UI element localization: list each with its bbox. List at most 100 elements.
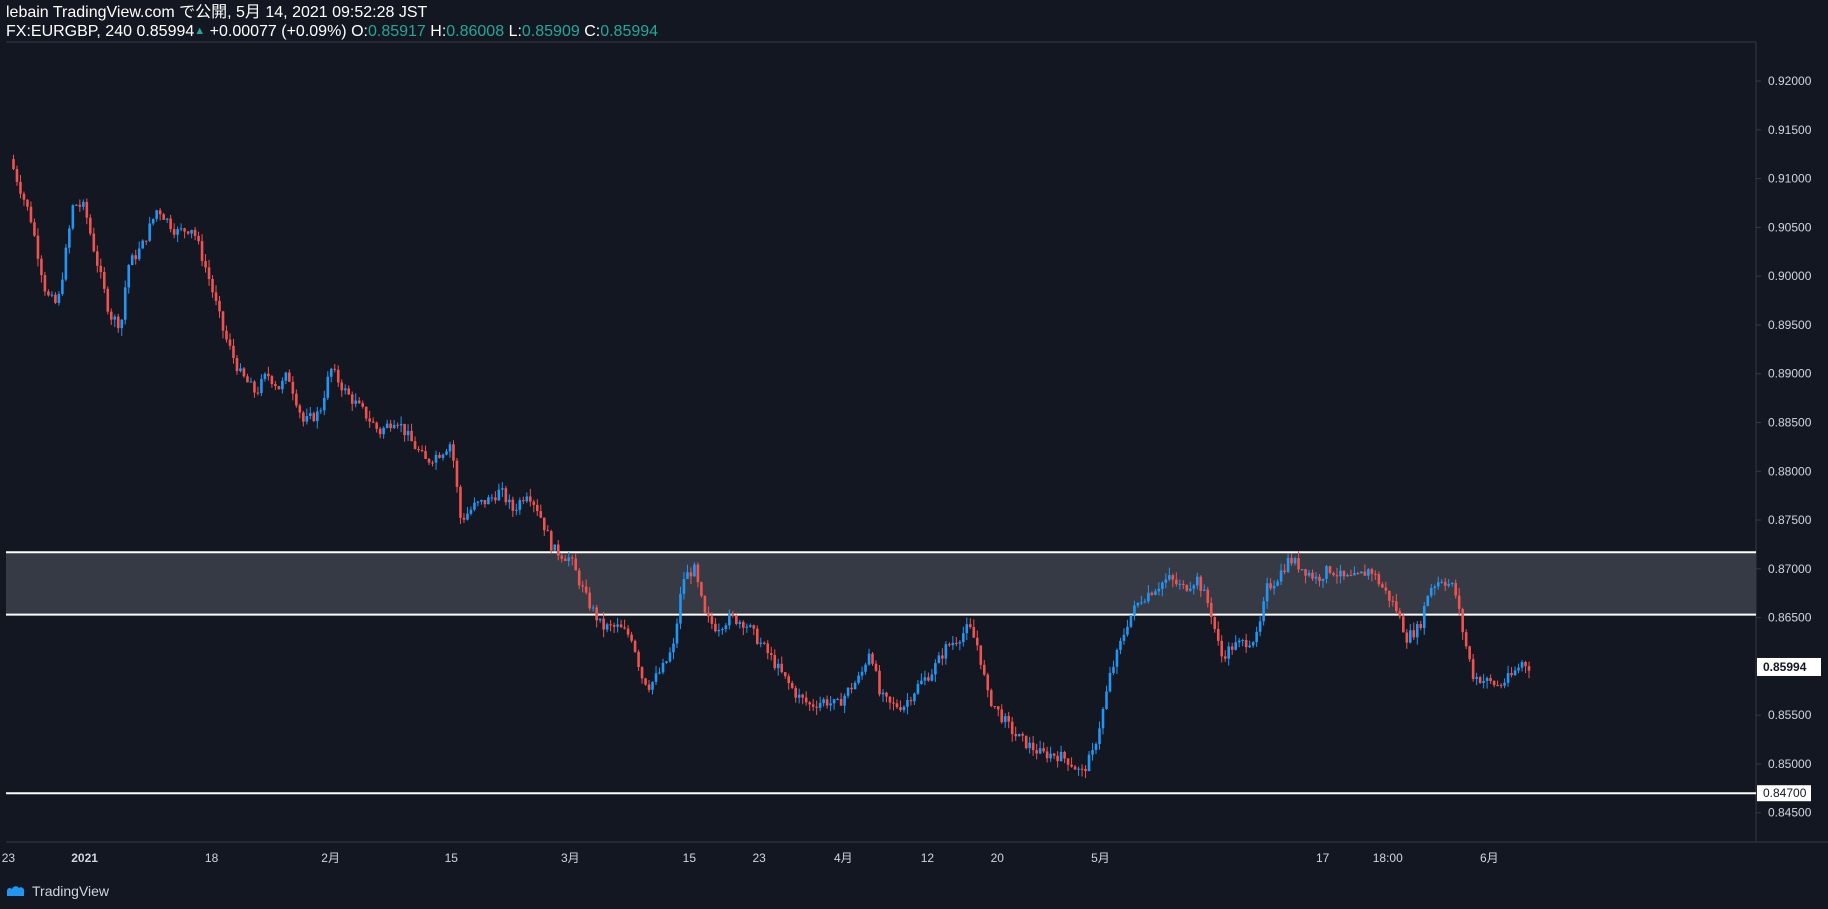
candle-body [242,368,246,377]
low-value: 0.85909 [521,23,580,40]
candle-body [1157,588,1161,592]
brand-label[interactable]: TradingView [32,883,110,899]
candle-body [930,674,934,681]
candle-body [1258,621,1262,632]
candle-body [1311,572,1314,579]
candle-body [438,454,441,458]
symbol-label[interactable]: FX:EURGBP, 240 [6,23,132,40]
candle-body [972,627,976,638]
candle-body [630,634,633,641]
candle-body [441,454,445,458]
candle-body [1506,673,1510,683]
open-value: 0.85917 [367,23,426,40]
candle-body [19,181,22,194]
candle-body [406,430,410,436]
candle-body [975,637,979,646]
candle-body [899,707,902,711]
candle-body [1422,606,1426,628]
candle-body [1524,662,1527,667]
price-tick-label: 0.90000 [1768,269,1812,283]
candle-body [1419,624,1423,628]
price-axis[interactable]: 0.92000 0.91500 0.91000 0.90500 0.90000 0.895… [1756,74,1812,820]
candle-body [85,201,89,218]
price-labels: 0.85994 0.84700 [1757,657,1821,802]
candle-body [881,692,885,695]
candle-body [595,607,598,621]
candle-body [1349,574,1353,576]
candle-body [703,595,707,613]
candle-body [1220,640,1224,657]
candle-body [532,501,536,505]
price-tick-label: 0.90500 [1768,220,1812,234]
candle-body [710,616,714,624]
candle-body [494,497,497,501]
candle-body [172,229,176,235]
candle-body [116,316,120,329]
candle-body [560,555,564,559]
candle-body [735,615,738,624]
candle-body [197,235,200,242]
candle-body [1464,632,1468,647]
candle-body [717,629,721,632]
candle-body [211,278,214,293]
candle-body [26,199,29,207]
candle-body [82,201,85,207]
time-tick-label: 18:00 [1373,851,1403,865]
candle-body [1388,590,1391,601]
candle-body [1199,576,1203,591]
candle-body [1402,616,1405,633]
candle-body [403,423,406,436]
candle-body [724,625,728,630]
candle-body [742,621,745,628]
candle-body [839,699,843,706]
candle-body [368,418,371,422]
candle-body [1209,602,1213,618]
candle-body [780,663,784,673]
candle-body [490,497,494,499]
candle-body [1182,583,1185,586]
candle-body [867,653,871,665]
candle-body [1482,680,1485,683]
candle-body [1269,583,1272,589]
candle-body [235,357,239,372]
candle-body [1216,628,1220,641]
high-value: 0.86008 [446,23,505,40]
high-label: H: [430,23,447,40]
candle-body [1454,583,1457,596]
candle-body [577,570,581,586]
time-tick-label: 15 [683,851,697,865]
candle-body [1443,581,1447,586]
candle-body [1164,579,1168,583]
candle-body [1391,600,1395,602]
candle-body [825,699,829,706]
candle-body [647,684,651,690]
candle-body [958,642,962,644]
candle-body [801,694,804,698]
candle-body [96,251,99,266]
candle-body [969,624,972,628]
price-tick-label: 0.85500 [1768,708,1812,722]
candle-body [200,241,204,262]
price-tick-label: 0.89000 [1768,367,1812,381]
candle-body [542,517,546,531]
candle-body [633,640,637,652]
candle-body [1377,574,1381,585]
candle-body [260,378,263,394]
candle-body [249,381,253,383]
candle-body [504,488,508,503]
candle-body [427,458,431,463]
plot-area[interactable] [6,42,1756,842]
candle-body [1237,640,1241,643]
candle-body [951,642,955,646]
time-axis[interactable]: 23 2021 18 2月 15 3月 15 23 4月 12 20 5月 17 18:00 6月 [2,851,1499,865]
candle-body [1244,639,1248,648]
resistance-zone[interactable] [6,551,1756,616]
candle-body [1003,716,1007,723]
candle-body [375,422,378,429]
price-tick-label: 0.91000 [1768,172,1812,186]
candle-body [776,663,780,669]
candle-body [1412,630,1416,638]
candle-body [1202,589,1206,591]
candle-body [239,368,242,372]
